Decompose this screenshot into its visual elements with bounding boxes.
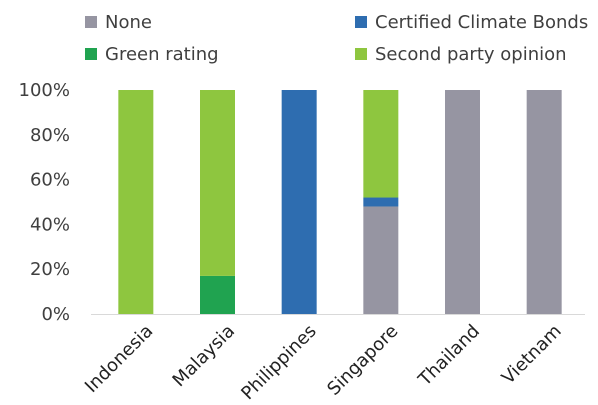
legend-swatch bbox=[85, 16, 97, 28]
x-category-label: Philippines bbox=[237, 321, 320, 404]
bar-segment-singapore-certified-climate-bonds bbox=[363, 197, 399, 207]
legend-label: Green rating bbox=[105, 44, 219, 65]
y-tick-label: 20% bbox=[30, 259, 70, 280]
y-tick-label: 40% bbox=[30, 214, 70, 235]
y-tick-label: 100% bbox=[19, 80, 70, 101]
legend-item-green-rating: Green rating bbox=[85, 44, 219, 65]
bar-segment-philippines-certified-climate-bonds bbox=[281, 90, 317, 314]
y-axis: 0% 20% 40% 60% 80% 100% bbox=[19, 80, 70, 325]
bar-segment-thailand-none bbox=[445, 90, 480, 314]
x-category-label: Singapore bbox=[323, 321, 402, 400]
legend-item-second-party-opinion: Second party opinion bbox=[355, 44, 567, 65]
y-tick-label: 0% bbox=[41, 304, 70, 325]
legend-swatch bbox=[355, 16, 367, 28]
bar-segment-indonesia-second-party-opinion bbox=[118, 90, 154, 314]
bar-segment-malaysia-second-party-opinion bbox=[200, 90, 235, 276]
chart-legend: None Certified Climate Bonds Green rating S… bbox=[85, 12, 588, 65]
y-tick-label: 60% bbox=[30, 170, 70, 191]
x-category-label: Vietnam bbox=[498, 321, 566, 389]
x-category-label: Malaysia bbox=[169, 321, 239, 391]
x-category-label: Thailand bbox=[414, 321, 484, 391]
bar-segment-vietnam-none bbox=[526, 90, 562, 314]
legend-label: Certified Climate Bonds bbox=[375, 12, 588, 33]
bar-segment-singapore-second-party-opinion bbox=[363, 90, 399, 198]
legend-swatch bbox=[355, 48, 367, 60]
bars bbox=[118, 90, 562, 314]
x-category-label: Indonesia bbox=[81, 321, 157, 397]
y-tick-label: 80% bbox=[30, 125, 70, 146]
legend-label: None bbox=[105, 12, 152, 33]
legend-swatch bbox=[85, 48, 97, 60]
bar-segment-singapore-none bbox=[363, 206, 399, 314]
bar-segment-malaysia-green-rating bbox=[200, 275, 235, 314]
legend-label: Second party opinion bbox=[375, 44, 567, 65]
legend-item-certified-climate-bonds: Certified Climate Bonds bbox=[355, 12, 588, 33]
legend-item-none: None bbox=[85, 12, 152, 33]
